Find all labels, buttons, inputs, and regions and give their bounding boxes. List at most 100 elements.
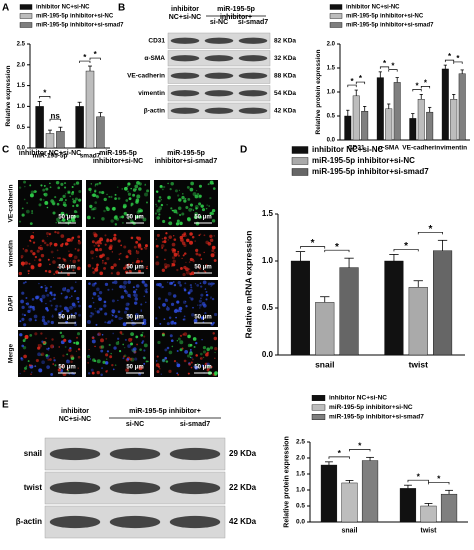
cell-signal bbox=[134, 297, 139, 301]
bar bbox=[450, 98, 458, 141]
cell-signal bbox=[30, 264, 34, 269]
cell-signal bbox=[133, 351, 136, 354]
cell-signal bbox=[52, 363, 55, 365]
cell-signal bbox=[110, 352, 112, 355]
cell-signal bbox=[171, 242, 176, 247]
cell-signal bbox=[78, 198, 82, 202]
bar bbox=[441, 68, 449, 141]
y-tick-label: 0.0 bbox=[17, 146, 26, 152]
cell-signal bbox=[49, 263, 51, 266]
cell-signal bbox=[143, 247, 146, 249]
cell-signal bbox=[28, 317, 33, 322]
cell-signal bbox=[47, 320, 50, 323]
cell-signal bbox=[54, 196, 57, 199]
cell-signal bbox=[92, 208, 95, 211]
cell-signal bbox=[201, 316, 204, 319]
cell-signal bbox=[181, 241, 186, 246]
cell-signal bbox=[65, 193, 67, 195]
cell-signal bbox=[62, 257, 65, 260]
cell-signal bbox=[144, 244, 148, 248]
cell-signal bbox=[146, 267, 148, 270]
cell-signal bbox=[131, 321, 136, 326]
cell-signal bbox=[186, 185, 190, 189]
cell-signal bbox=[27, 269, 30, 273]
panel-label: B bbox=[118, 3, 125, 14]
cell-signal bbox=[24, 366, 28, 370]
cell-signal bbox=[127, 263, 131, 266]
lane-label: si-smad7 bbox=[238, 19, 268, 26]
y-tick-label: 1.5 bbox=[296, 471, 305, 478]
cell-signal bbox=[166, 305, 168, 308]
cell-signal bbox=[125, 199, 129, 202]
cell-signal bbox=[136, 210, 140, 215]
cell-signal bbox=[127, 344, 131, 348]
cell-signal bbox=[43, 184, 46, 187]
cell-signal bbox=[160, 199, 163, 201]
cell-signal bbox=[120, 244, 123, 247]
cell-signal bbox=[20, 357, 23, 360]
cell-signal bbox=[212, 182, 214, 185]
bar bbox=[56, 131, 65, 149]
cell-signal bbox=[210, 285, 212, 288]
cell-signal bbox=[120, 333, 123, 335]
cell-signal bbox=[169, 188, 172, 191]
cell-signal bbox=[129, 264, 132, 267]
cell-signal bbox=[88, 348, 90, 351]
cell-signal bbox=[126, 307, 129, 311]
cell-signal bbox=[188, 261, 191, 263]
cell-signal bbox=[146, 189, 150, 193]
cell-signal bbox=[106, 193, 108, 196]
cell-signal bbox=[157, 340, 161, 345]
cell-signal bbox=[206, 368, 210, 372]
x-tick-label: CD31 bbox=[348, 145, 365, 152]
cell-signal bbox=[200, 352, 203, 356]
cell-signal bbox=[18, 271, 23, 276]
cell-signal bbox=[168, 216, 172, 220]
scale-bar-label: 50 μm bbox=[58, 315, 75, 321]
cell-signal bbox=[55, 221, 58, 224]
cell-signal bbox=[103, 209, 106, 213]
cell-signal bbox=[129, 357, 133, 361]
cell-signal bbox=[60, 292, 63, 295]
cell-signal bbox=[24, 334, 29, 339]
significance-bracket bbox=[347, 84, 357, 88]
cell-signal bbox=[199, 233, 202, 235]
cell-signal bbox=[64, 242, 69, 246]
cell-signal bbox=[124, 346, 126, 349]
cell-signal bbox=[164, 265, 168, 269]
cell-signal bbox=[49, 358, 52, 361]
cell-signal bbox=[45, 303, 47, 305]
cell-signal bbox=[47, 348, 50, 351]
cell-signal bbox=[55, 304, 59, 308]
cell-signal bbox=[37, 346, 41, 350]
cell-signal bbox=[187, 197, 191, 201]
cell-signal bbox=[195, 190, 198, 192]
cell-signal bbox=[45, 337, 47, 339]
image-row-label: vimentin bbox=[8, 240, 15, 267]
cell-signal bbox=[106, 256, 110, 261]
cell-signal bbox=[72, 199, 77, 204]
cell-signal bbox=[125, 290, 129, 295]
cell-signal bbox=[24, 261, 28, 265]
cell-signal bbox=[64, 346, 67, 348]
cell-signal bbox=[191, 208, 193, 210]
legend-swatch bbox=[311, 404, 326, 411]
cell-signal bbox=[156, 370, 160, 374]
cell-signal bbox=[155, 261, 160, 266]
bar bbox=[290, 260, 310, 356]
cell-signal bbox=[209, 211, 213, 215]
cell-signal bbox=[104, 312, 108, 316]
cell-signal bbox=[128, 197, 132, 201]
cell-signal bbox=[44, 194, 46, 197]
error-bar bbox=[363, 106, 367, 112]
cell-signal bbox=[108, 195, 111, 198]
cell-signal bbox=[202, 346, 207, 350]
cell-signal bbox=[194, 365, 199, 370]
scale-bar-label: 50 μm bbox=[194, 315, 211, 321]
error-bar bbox=[345, 479, 354, 483]
cell-signal bbox=[189, 232, 193, 236]
cell-signal bbox=[139, 216, 141, 218]
cell-signal bbox=[75, 350, 78, 352]
error-bar bbox=[387, 103, 391, 109]
